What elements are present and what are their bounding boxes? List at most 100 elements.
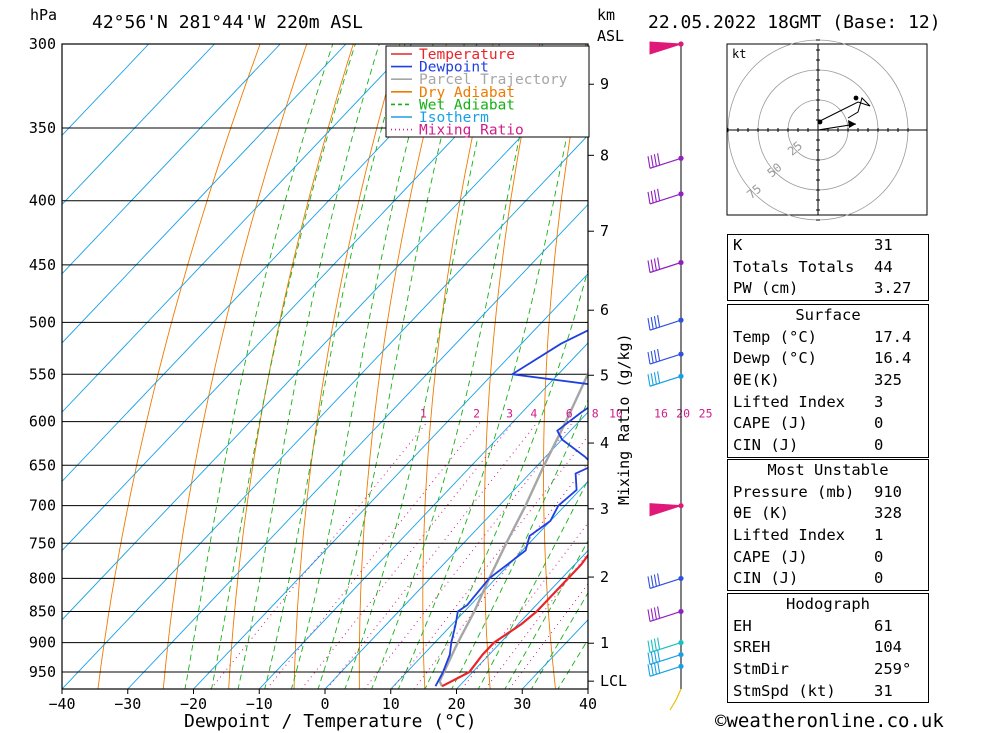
wind-barb-flag xyxy=(650,639,654,652)
x-tick-label: 20 xyxy=(447,695,465,713)
mixing-ratio-line xyxy=(508,583,588,689)
x-axis-title: Dewpoint / Temperature (°C) xyxy=(184,711,477,732)
dry-adiabat-line xyxy=(959,6,1000,700)
isotherm-line xyxy=(62,134,588,689)
index-row: PW (cm) 3.27 xyxy=(728,278,928,300)
wind-barb-flag xyxy=(647,351,651,365)
isotherm-line xyxy=(62,44,478,483)
x-tick-label: 40 xyxy=(579,695,597,713)
wind-barb-staff xyxy=(649,193,682,205)
surface-row: CIN (J) 0 xyxy=(728,435,928,457)
mixing-ratio-line xyxy=(413,462,588,689)
surface-panel: Surface Temp (°C) 17.4 Dewp (°C) 16.4 θE(K… xyxy=(727,304,929,458)
hodo-row: StmSpd (kt) 31 xyxy=(728,681,928,703)
wind-barb-flag xyxy=(657,188,661,201)
wind-barb-flag xyxy=(647,156,651,169)
wet-adiabat-line xyxy=(371,44,541,689)
surface-row: CAPE (J) 0 xyxy=(728,413,928,435)
wind-barb-flag xyxy=(650,663,654,676)
pressure-tick-label: 950 xyxy=(29,663,56,681)
wind-barb-flag xyxy=(650,373,654,386)
wet-adiabat-line xyxy=(184,44,334,689)
wind-barb-staff xyxy=(649,353,682,365)
isotherm-line xyxy=(258,342,588,689)
x-tick-label: −10 xyxy=(246,695,273,713)
index-label: PW (cm) xyxy=(733,279,799,298)
mu-row: Pressure (mb) 910 xyxy=(728,482,928,504)
isotherm-line xyxy=(62,65,588,621)
index-value: 31 xyxy=(874,236,893,254)
wind-barb-flag xyxy=(657,573,661,586)
mu-label: CAPE (J) xyxy=(733,547,808,566)
surface-value: 0 xyxy=(874,436,884,455)
index-row: K 31 xyxy=(728,235,928,257)
pressure-tick-label: 750 xyxy=(29,534,56,552)
hodo-value: 259° xyxy=(874,660,912,679)
pressure-tick-label: 700 xyxy=(29,497,56,515)
wind-barb-flag xyxy=(657,637,661,650)
isotherm-line xyxy=(62,44,281,275)
mu-row: CAPE (J) 0 xyxy=(728,547,928,569)
dry-adiabat-line xyxy=(228,44,354,689)
wind-barb-flag xyxy=(657,315,661,328)
wind-barb-flag xyxy=(657,153,661,166)
wind-barb-flag xyxy=(650,651,654,664)
hodograph-trace xyxy=(817,97,871,123)
hodo-label: EH xyxy=(733,616,752,635)
hodo-row: SREH 104 xyxy=(728,637,928,659)
mixing-ratio-label: 6 xyxy=(566,407,573,421)
surface-value: 17.4 xyxy=(874,327,912,346)
pressure-tick-label: 900 xyxy=(29,634,56,652)
location-title: 42°56'N 281°44'W 220m ASL xyxy=(92,12,363,33)
mixing-ratio-line xyxy=(461,522,588,689)
wind-barb-flag xyxy=(650,317,654,330)
hodo-value: 61 xyxy=(874,616,893,635)
wind-barb-flag xyxy=(657,606,661,619)
wind-barb-flag xyxy=(653,316,657,329)
background-lines xyxy=(62,6,1000,700)
wind-barb-flag xyxy=(647,260,651,273)
surface-label: Lifted Index xyxy=(733,392,845,411)
mixing-ratio-label: 4 xyxy=(530,407,537,421)
wind-barb-flag xyxy=(657,371,661,384)
hodograph-unit-label: kt xyxy=(732,47,746,61)
x-tick-label: 10 xyxy=(382,695,400,713)
wet-adiabat-line xyxy=(451,398,588,689)
wind-barb-flag xyxy=(653,574,657,587)
hodograph-panel: Hodograph EH 61 SREH 104 StmDir 259° StmSpd… xyxy=(727,593,929,704)
isotherm-line xyxy=(193,273,588,689)
mu-value: 1 xyxy=(874,526,884,545)
mixing-ratio-label: 1 xyxy=(420,407,427,421)
index-label: Totals Totals xyxy=(733,257,855,276)
mixing-ratio-title: Mixing Ratio (g/kg) xyxy=(615,333,633,505)
pressure-tick-label: 600 xyxy=(29,413,56,431)
km-tick-label: 8 xyxy=(600,146,609,164)
mu-value: 0 xyxy=(874,569,884,588)
wind-level-dot xyxy=(678,155,684,161)
legend-label: Dewpoint xyxy=(419,60,489,76)
wet-adiabat-line xyxy=(530,591,588,689)
pressure-tick-label: 550 xyxy=(29,365,56,383)
wet-adiabat-line xyxy=(264,44,406,689)
km-tick-label: 4 xyxy=(600,434,609,452)
wind-barb-flag xyxy=(653,650,657,663)
pressure-tick-label: 300 xyxy=(29,35,56,53)
axis-labels: 1 2 3 4 6 8 10 16 20 25 −40 −30 −20 −10 0 10 20 30 40 9 8 7 6 5… xyxy=(48,75,712,713)
wind-barb-flag xyxy=(650,190,654,203)
index-row: Totals Totals 44 xyxy=(728,257,928,279)
isotherm-line xyxy=(390,480,588,689)
hpa-label: hPa xyxy=(30,6,57,24)
legend-label: Wet Adiabat xyxy=(419,97,515,113)
footer-credit[interactable]: ©weatheronline.co.uk xyxy=(715,710,944,732)
mu-value: 0 xyxy=(874,547,884,566)
temperature-line xyxy=(441,553,588,688)
surface-row: Dewp (°C) 16.4 xyxy=(728,348,928,370)
mixing-ratio-label: 25 xyxy=(699,407,713,421)
km-tick-label: 5 xyxy=(600,366,609,384)
surface-title: Surface xyxy=(795,306,861,324)
parcel-trajectory-line xyxy=(438,370,588,687)
wind-barb-pennant xyxy=(649,503,682,517)
surface-value: 3 xyxy=(874,392,884,411)
